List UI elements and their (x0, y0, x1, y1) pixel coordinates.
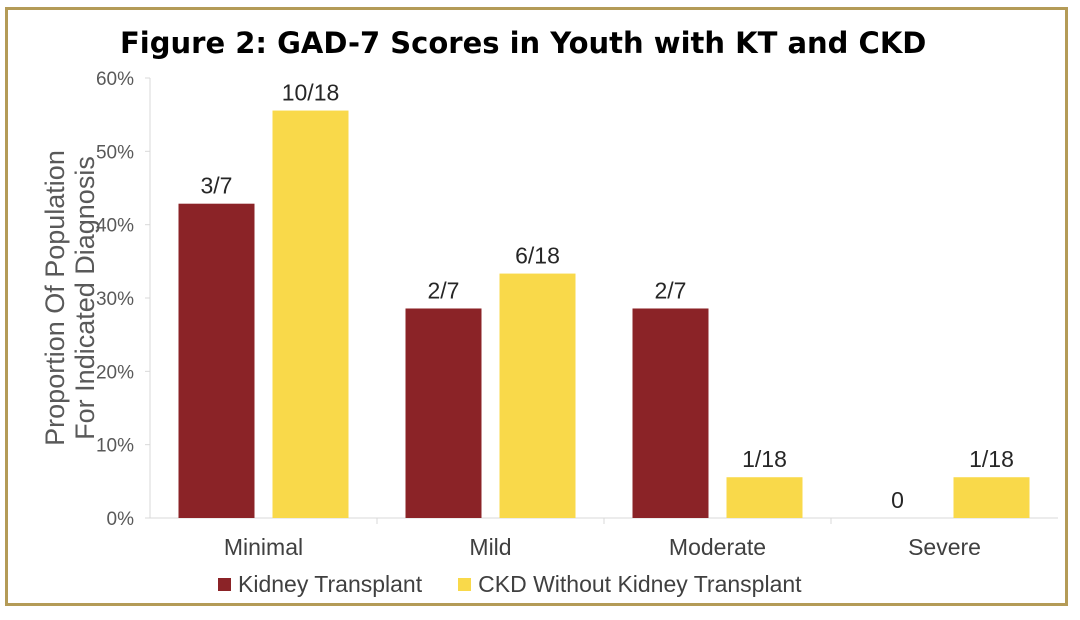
legend-item-ckd: CKD Without Kidney Transplant (458, 570, 802, 598)
x-tick-label: Severe (908, 534, 981, 560)
legend-swatch-kidney-transplant (218, 577, 231, 591)
y-tick-label: 0% (107, 509, 135, 530)
data-label: 2/7 (655, 277, 687, 303)
bar-kidney-transplant-moderate (632, 308, 709, 518)
legend-label-ckd: CKD Without Kidney Transplant (478, 570, 802, 597)
bar-kidney-transplant-mild (405, 308, 482, 518)
data-label: 0 (891, 487, 904, 513)
chart-title: Figure 2: GAD-7 Scores in Youth with KT … (120, 26, 927, 60)
y-tick-label: 20% (96, 362, 134, 383)
y-tick-label: 10% (96, 436, 134, 457)
data-label: 6/18 (515, 243, 560, 269)
y-tick-label: 50% (96, 142, 134, 163)
x-tick-label: Minimal (224, 534, 303, 560)
y-tick-label: 40% (96, 216, 134, 237)
bar-ckd-severe (953, 477, 1030, 518)
data-label: 2/7 (428, 277, 460, 303)
legend-item-kidney-transplant: Kidney Transplant (218, 571, 422, 598)
bar-ckd-moderate (726, 477, 803, 518)
y-tick-label: 60% (96, 69, 134, 90)
bar-ckd-mild (499, 273, 576, 518)
legend: Kidney Transplant CKD Without Kidney Tra… (218, 569, 838, 599)
data-label: 3/7 (201, 173, 233, 199)
x-tick-label: Mild (469, 534, 511, 560)
legend-swatch-ckd (458, 577, 472, 591)
data-label: 10/18 (282, 80, 340, 106)
data-label: 1/18 (969, 446, 1014, 472)
data-label: 1/18 (742, 446, 787, 472)
bar-ckd-minimal (272, 110, 349, 518)
x-tick-label: Moderate (669, 534, 766, 560)
y-tick-label: 30% (96, 289, 134, 310)
bar-kidney-transplant-minimal (178, 203, 255, 518)
legend-label-kidney-transplant: Kidney Transplant (238, 570, 423, 597)
